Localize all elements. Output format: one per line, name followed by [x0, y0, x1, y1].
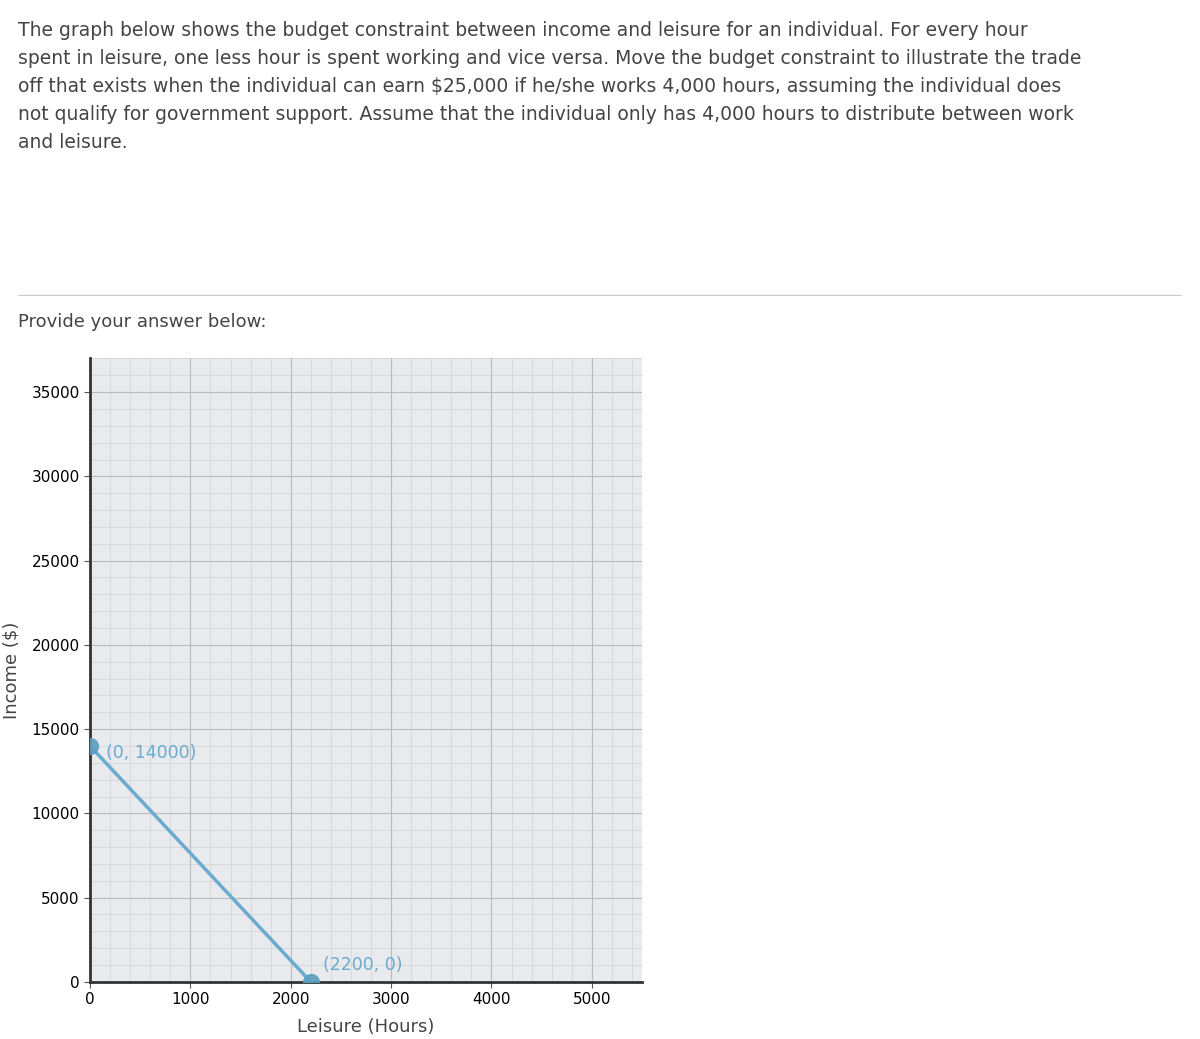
Text: The graph below shows the budget constraint between income and leisure for an in: The graph below shows the budget constra…: [18, 21, 1081, 152]
X-axis label: Leisure (Hours): Leisure (Hours): [298, 1018, 434, 1036]
Text: (0, 14000): (0, 14000): [106, 744, 197, 762]
Text: (2200, 0): (2200, 0): [323, 956, 402, 974]
Point: [80, 738, 100, 754]
Text: Provide your answer below:: Provide your answer below:: [18, 313, 266, 330]
Y-axis label: Income ($): Income ($): [2, 621, 20, 719]
Point: [301, 974, 320, 990]
